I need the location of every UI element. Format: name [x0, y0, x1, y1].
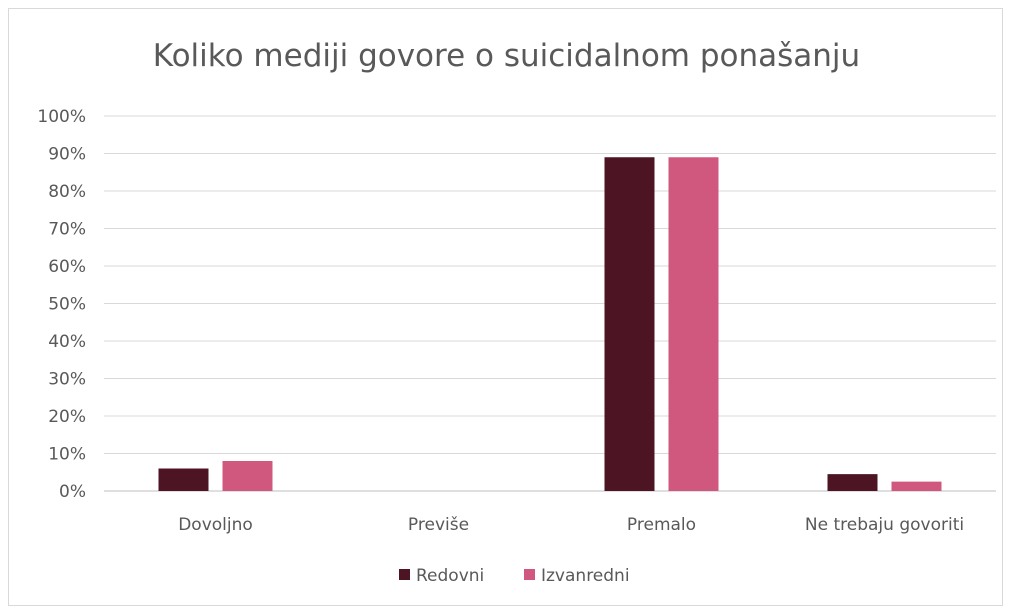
bar-izvanredni-3 — [891, 481, 942, 491]
y-tick-label: 90% — [48, 145, 86, 165]
bar-redovni-2 — [604, 157, 655, 491]
x-tick-label: Ne trebaju govoriti — [805, 515, 964, 535]
legend-swatch-redovni — [399, 569, 410, 580]
y-tick-label: 70% — [48, 220, 86, 240]
bar-redovni-0 — [158, 468, 209, 491]
y-tick-label: 10% — [48, 445, 86, 465]
bar-izvanredni-0 — [222, 461, 273, 491]
x-tick-label: Dovoljno — [178, 515, 253, 535]
y-tick-label: 20% — [48, 407, 86, 427]
x-tick-label: Premalo — [627, 515, 696, 535]
y-tick-label: 30% — [48, 370, 86, 390]
y-tick-label: 60% — [48, 257, 86, 277]
chart-title: Koliko mediji govore o suicidalnom ponaš… — [152, 38, 861, 74]
y-tick-label: 80% — [48, 182, 86, 202]
x-tick-label: Previše — [408, 515, 469, 535]
legend-label-redovni: Redovni — [416, 566, 484, 586]
legend-label-izvanredni: Izvanredni — [541, 566, 630, 586]
chart-area — [8, 8, 1003, 606]
y-tick-label: 0% — [59, 482, 86, 502]
y-tick-label: 100% — [37, 107, 86, 127]
legend-swatch-izvanredni — [524, 569, 535, 580]
y-tick-label: 50% — [48, 295, 86, 315]
bar-redovni-3 — [827, 474, 878, 491]
bar-izvanredni-2 — [668, 157, 719, 491]
y-tick-label: 40% — [48, 332, 86, 352]
